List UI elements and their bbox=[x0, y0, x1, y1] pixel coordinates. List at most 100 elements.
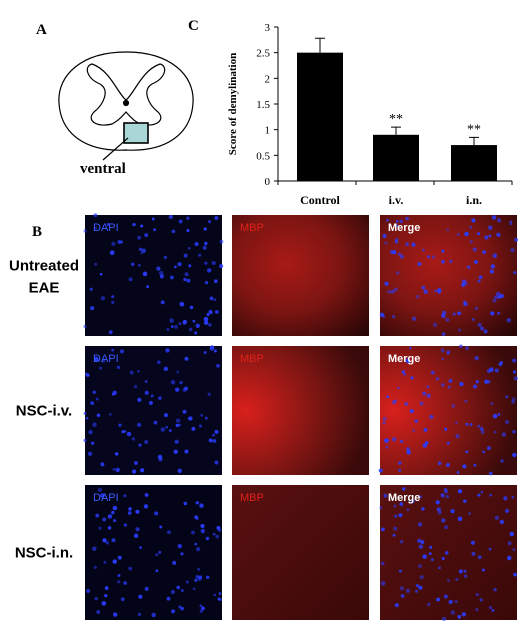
nucleus bbox=[206, 312, 210, 317]
bar bbox=[373, 134, 419, 181]
nucleus bbox=[394, 514, 398, 518]
nucleus bbox=[441, 518, 446, 523]
nucleus bbox=[386, 395, 389, 399]
significance-label: ** bbox=[389, 112, 403, 127]
nucleus bbox=[165, 348, 170, 353]
nucleus bbox=[169, 318, 174, 323]
nucleus bbox=[443, 594, 448, 599]
micrograph bbox=[232, 346, 369, 475]
y-tick-label: 1.5 bbox=[256, 99, 270, 111]
nucleus bbox=[384, 438, 389, 443]
nucleus bbox=[206, 575, 210, 579]
nucleus bbox=[112, 467, 116, 471]
nucleus bbox=[414, 589, 419, 593]
nucleus bbox=[499, 294, 504, 298]
nucleus bbox=[159, 525, 163, 529]
nucleus bbox=[495, 291, 501, 297]
row-label: NSC-i.n. bbox=[15, 545, 73, 562]
nucleus bbox=[394, 399, 398, 403]
nucleus bbox=[180, 589, 184, 592]
nucleus bbox=[107, 526, 112, 530]
y-tick-label: 2 bbox=[265, 73, 271, 85]
nucleus bbox=[118, 423, 122, 427]
nucleus bbox=[402, 487, 406, 491]
nucleus bbox=[421, 507, 425, 511]
nucleus bbox=[131, 437, 136, 441]
nucleus bbox=[178, 423, 182, 427]
nucleus bbox=[406, 450, 411, 455]
nucleus bbox=[511, 397, 516, 401]
nucleus bbox=[506, 555, 512, 561]
channel-label: Merge bbox=[388, 353, 420, 365]
nucleus bbox=[459, 344, 463, 348]
nucleus bbox=[440, 493, 445, 498]
nucleus bbox=[184, 272, 189, 277]
nucleus bbox=[379, 312, 385, 318]
nucleus bbox=[184, 449, 189, 454]
nucleus bbox=[171, 229, 176, 234]
nucleus bbox=[194, 331, 198, 335]
nucleus bbox=[465, 346, 469, 350]
nucleus bbox=[197, 568, 200, 571]
nucleus bbox=[499, 519, 505, 525]
nucleus bbox=[102, 517, 107, 522]
nucleus bbox=[213, 593, 217, 597]
nucleus bbox=[456, 233, 460, 237]
channel-label: Merge bbox=[388, 492, 420, 504]
nucleus bbox=[463, 499, 467, 503]
nucleus bbox=[512, 548, 516, 552]
nucleus bbox=[111, 241, 116, 246]
nucleus bbox=[101, 359, 106, 363]
nucleus bbox=[156, 266, 161, 271]
nucleus bbox=[457, 489, 463, 494]
nucleus bbox=[211, 260, 216, 266]
nucleus bbox=[496, 232, 501, 237]
nucleus bbox=[448, 378, 453, 383]
nucleus bbox=[488, 234, 492, 238]
nucleus bbox=[488, 471, 493, 476]
nucleus bbox=[471, 218, 476, 223]
nucleus bbox=[477, 555, 482, 560]
nucleus bbox=[475, 608, 479, 612]
nucleus bbox=[89, 287, 93, 291]
micrograph-grid: Untreated EAE DAPI MBP Merge NSC-i.v. DAPI MBP M… bbox=[9, 213, 519, 622]
nucleus bbox=[183, 253, 188, 258]
nucleus bbox=[386, 218, 389, 222]
nucleus bbox=[428, 552, 432, 556]
nucleus bbox=[214, 309, 219, 314]
nucleus bbox=[410, 376, 414, 380]
nucleus bbox=[436, 597, 440, 602]
nucleus bbox=[174, 387, 180, 392]
nucleus bbox=[422, 248, 425, 252]
nucleus bbox=[201, 606, 205, 611]
nucleus bbox=[481, 568, 485, 572]
nucleus bbox=[426, 385, 430, 389]
nucleus bbox=[195, 500, 200, 505]
nucleus bbox=[431, 255, 436, 259]
nucleus bbox=[142, 271, 148, 277]
nucleus bbox=[457, 311, 462, 316]
nucleus bbox=[94, 597, 98, 601]
nucleus bbox=[379, 506, 383, 509]
nucleus bbox=[463, 574, 468, 578]
nucleus bbox=[158, 550, 162, 554]
nucleus bbox=[511, 495, 515, 499]
nucleus bbox=[500, 459, 504, 463]
nucleus bbox=[99, 272, 103, 276]
nucleus bbox=[497, 413, 501, 416]
nucleus bbox=[130, 262, 135, 267]
nucleus bbox=[399, 586, 405, 591]
bar bbox=[451, 145, 497, 181]
nucleus bbox=[446, 441, 450, 445]
nucleus bbox=[113, 612, 118, 617]
nucleus bbox=[155, 569, 159, 573]
nucleus bbox=[103, 560, 107, 564]
nucleus bbox=[163, 255, 168, 260]
nucleus bbox=[168, 214, 173, 220]
nucleus bbox=[389, 250, 394, 254]
nucleus bbox=[132, 469, 137, 474]
nucleus bbox=[213, 349, 217, 353]
nucleus bbox=[144, 390, 149, 395]
nucleus bbox=[399, 254, 404, 259]
nucleus bbox=[174, 325, 178, 329]
